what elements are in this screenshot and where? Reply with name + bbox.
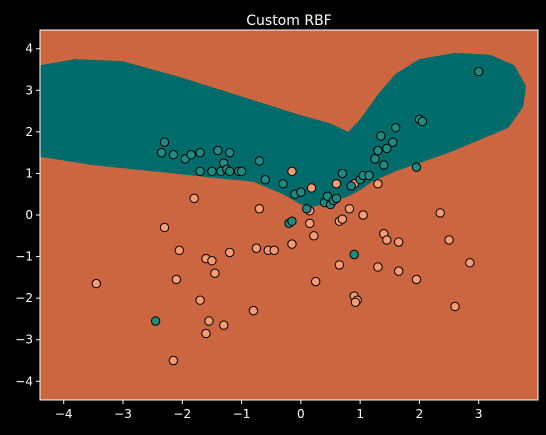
point-class0-2 bbox=[175, 246, 183, 254]
point-class0-36 bbox=[383, 236, 391, 244]
point-class1-17 bbox=[261, 175, 269, 183]
point-class1-20 bbox=[297, 188, 305, 196]
point-class1-16 bbox=[255, 157, 263, 165]
y-tick-label: 0 bbox=[25, 208, 33, 222]
y-tick-label: −3 bbox=[15, 333, 33, 347]
point-class0-6 bbox=[208, 257, 216, 265]
point-class1-28 bbox=[347, 182, 355, 190]
point-class1-39 bbox=[412, 163, 420, 171]
point-class1-32 bbox=[371, 155, 379, 163]
point-class0-30 bbox=[345, 205, 353, 213]
point-class0-29 bbox=[335, 261, 343, 269]
point-class0-9 bbox=[196, 296, 204, 304]
point-class0-14 bbox=[169, 356, 177, 364]
point-class0-37 bbox=[394, 238, 402, 246]
point-class0-41 bbox=[445, 236, 453, 244]
point-class0-26 bbox=[332, 180, 340, 188]
point-class0-43 bbox=[451, 302, 459, 310]
point-class0-18 bbox=[270, 246, 278, 254]
point-class1-27 bbox=[338, 169, 346, 177]
point-class0-0 bbox=[92, 279, 100, 287]
point-class1-26 bbox=[332, 194, 340, 202]
x-tick-label: −1 bbox=[233, 407, 251, 421]
x-tick-label: 2 bbox=[416, 407, 424, 421]
plot-area bbox=[40, 30, 538, 400]
point-class1-33 bbox=[374, 146, 382, 154]
point-class0-3 bbox=[172, 275, 180, 283]
point-class1-13 bbox=[226, 148, 234, 156]
point-class1-35 bbox=[380, 161, 388, 169]
y-tick-label: 4 bbox=[25, 42, 33, 56]
point-class1-4 bbox=[187, 151, 195, 159]
point-class0-42 bbox=[466, 259, 474, 267]
x-tick-label: −3 bbox=[114, 407, 132, 421]
x-tick-label: 0 bbox=[297, 407, 305, 421]
point-class0-39 bbox=[412, 275, 420, 283]
y-tick-label: −4 bbox=[15, 374, 33, 388]
chart-title: Custom RBF bbox=[246, 13, 331, 29]
point-class0-8 bbox=[226, 248, 234, 256]
x-axis: −4 −3 −2 −1 0 1 2 3 bbox=[55, 400, 483, 421]
point-class0-38 bbox=[394, 267, 402, 275]
y-tick-label: −1 bbox=[15, 250, 33, 264]
point-class0-1 bbox=[160, 223, 168, 231]
point-class1-44 bbox=[288, 217, 296, 225]
point-class1-34 bbox=[377, 132, 385, 140]
point-class0-25 bbox=[311, 277, 319, 285]
point-class1-41 bbox=[418, 117, 426, 125]
point-class0-12 bbox=[220, 321, 228, 329]
point-class1-6 bbox=[196, 148, 204, 156]
point-class1-46 bbox=[151, 317, 159, 325]
point-class0-4 bbox=[190, 194, 198, 202]
point-class0-24 bbox=[310, 232, 318, 240]
y-axis: −4 −3 −2 −1 0 1 2 3 4 bbox=[15, 42, 40, 389]
point-class0-46 bbox=[351, 298, 359, 306]
point-class0-40 bbox=[436, 209, 444, 217]
point-class1-37 bbox=[389, 138, 397, 146]
point-class0-28 bbox=[338, 215, 346, 223]
point-class1-45 bbox=[350, 250, 358, 258]
point-class1-0 bbox=[157, 148, 165, 156]
point-class1-8 bbox=[214, 146, 222, 154]
x-tick-label: −2 bbox=[173, 407, 191, 421]
point-class1-21 bbox=[303, 205, 311, 213]
point-class1-38 bbox=[392, 123, 400, 131]
x-tick-label: 1 bbox=[356, 407, 364, 421]
point-class1-1 bbox=[160, 138, 168, 146]
point-class0-34 bbox=[374, 263, 382, 271]
y-tick-label: 3 bbox=[25, 83, 33, 97]
point-class1-42 bbox=[475, 67, 483, 75]
y-tick-label: 2 bbox=[25, 125, 33, 139]
y-tick-label: −2 bbox=[15, 291, 33, 305]
point-class0-22 bbox=[307, 184, 315, 192]
y-tick-label: 1 bbox=[25, 166, 33, 180]
point-class0-7 bbox=[211, 269, 219, 277]
point-class0-33 bbox=[374, 180, 382, 188]
x-tick-label: −4 bbox=[55, 407, 73, 421]
point-class1-2 bbox=[169, 151, 177, 159]
point-class1-5 bbox=[196, 167, 204, 175]
point-class0-10 bbox=[205, 317, 213, 325]
point-class0-15 bbox=[255, 205, 263, 213]
point-class0-23 bbox=[306, 219, 314, 227]
point-class0-13 bbox=[249, 306, 257, 314]
point-class1-31 bbox=[365, 171, 373, 179]
point-class1-12 bbox=[226, 167, 234, 175]
point-class1-15 bbox=[237, 167, 245, 175]
point-class0-16 bbox=[252, 244, 260, 252]
point-class0-19 bbox=[288, 240, 296, 248]
x-tick-label: 3 bbox=[475, 407, 483, 421]
point-class0-11 bbox=[202, 329, 210, 337]
point-class1-7 bbox=[208, 167, 216, 175]
point-class0-32 bbox=[359, 211, 367, 219]
point-class0-20 bbox=[288, 167, 296, 175]
point-class1-18 bbox=[279, 180, 287, 188]
